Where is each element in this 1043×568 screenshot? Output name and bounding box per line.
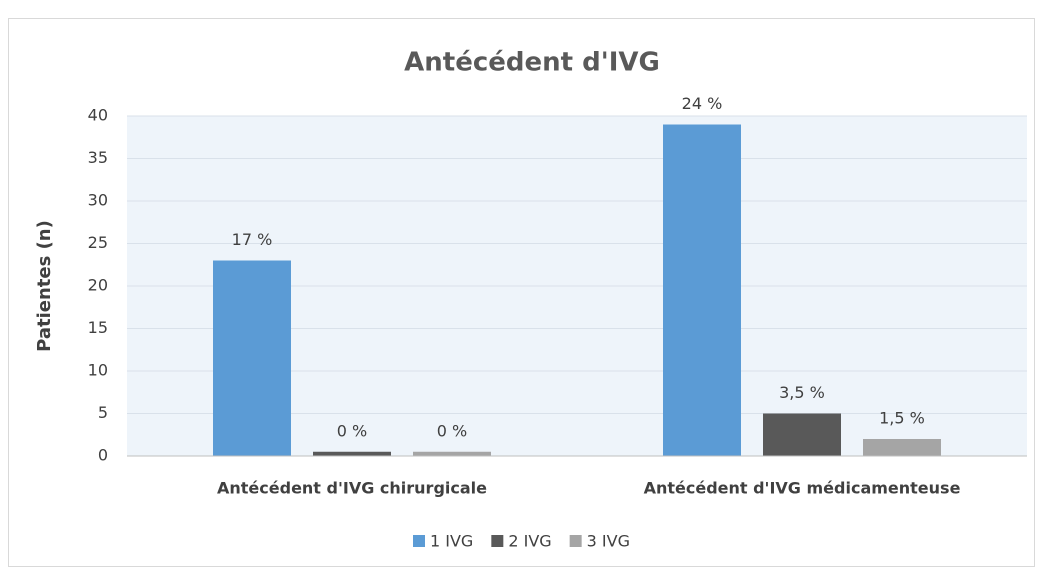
data-label: 24 % <box>682 94 723 113</box>
y-tick-label: 40 <box>88 106 108 125</box>
y-tick-label: 15 <box>88 318 108 337</box>
legend-swatch <box>491 535 504 547</box>
legend-swatch <box>413 535 425 547</box>
data-label: 1,5 % <box>879 409 925 428</box>
data-label: 3,5 % <box>779 383 825 402</box>
bar <box>413 451 491 456</box>
x-tick-label: Antécédent d'IVG chirurgicale <box>217 479 487 498</box>
data-label: 0 % <box>337 421 367 440</box>
bar <box>313 451 391 456</box>
chart-title: Antécédent d'IVG <box>404 48 660 78</box>
y-tick-label: 0 <box>98 446 108 465</box>
bar <box>663 124 741 456</box>
y-tick-label: 25 <box>88 233 108 252</box>
data-label: 17 % <box>232 230 273 249</box>
x-tick-label: Antécédent d'IVG médicamenteuse <box>644 479 961 498</box>
legend-label: 1 IVG <box>430 532 473 551</box>
legend-label: 3 IVG <box>587 532 630 551</box>
data-label: 0 % <box>437 421 467 440</box>
y-tick-label: 5 <box>98 403 108 422</box>
bar <box>763 413 841 456</box>
y-tick-label: 20 <box>88 276 108 295</box>
y-axis-label: Patientes (n) <box>34 220 55 352</box>
y-tick-label: 35 <box>88 148 108 167</box>
y-tick-label: 10 <box>88 361 108 380</box>
legend-swatch <box>569 535 582 547</box>
bar <box>213 260 291 456</box>
legend-label: 2 IVG <box>508 532 551 551</box>
y-tick-label: 30 <box>88 191 108 210</box>
bar <box>863 439 941 456</box>
